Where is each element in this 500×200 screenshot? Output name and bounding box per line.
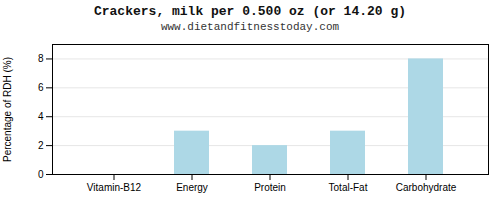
svg-text:6: 6 <box>38 82 44 93</box>
svg-text:Carbohydrate: Carbohydrate <box>396 182 457 193</box>
svg-text:2: 2 <box>38 140 44 151</box>
svg-text:Percentage of RDH (%): Percentage of RDH (%) <box>2 57 13 162</box>
svg-text:0: 0 <box>38 169 44 180</box>
html-text:www.dietandfitnesstoday.com: www.dietandfitnesstoday.com <box>160 21 340 33</box>
svg-text:Protein: Protein <box>254 182 286 193</box>
svg-text:Vitamin-B12: Vitamin-B12 <box>87 182 142 193</box>
svg-text:4: 4 <box>38 111 44 122</box>
svg-text:8: 8 <box>38 53 44 64</box>
html-text:Crackers, milk per 0.500 oz (o: Crackers, milk per 0.500 oz (or 14.20 g) <box>94 4 406 19</box>
svg-text:Total-Fat: Total-Fat <box>329 182 368 193</box>
svg-text:Energy: Energy <box>176 182 208 193</box>
